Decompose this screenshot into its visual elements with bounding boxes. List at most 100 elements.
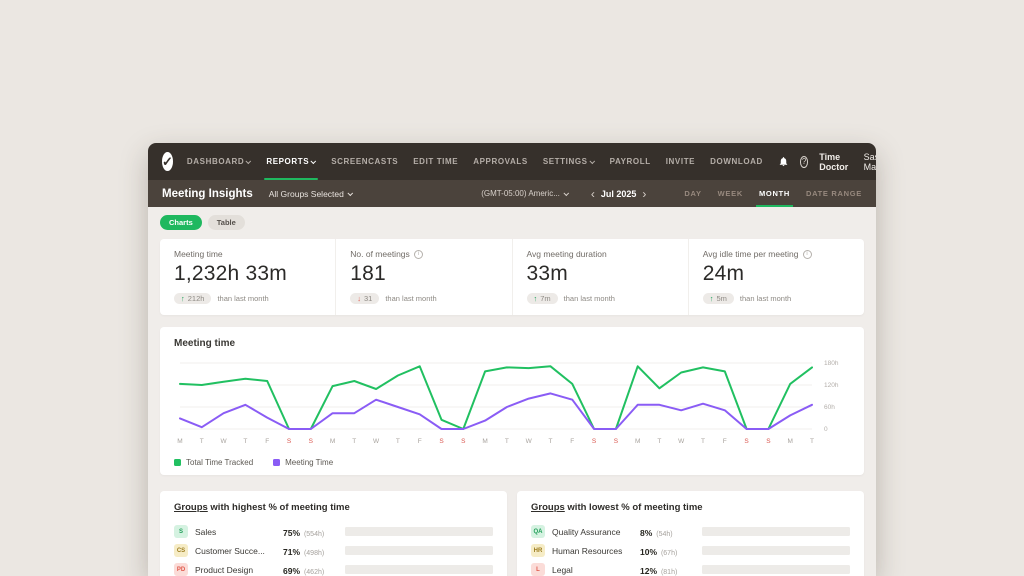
view-toggle-table[interactable]: Table [208,215,245,230]
group-name: Quality Assurance [552,527,640,537]
groups-highest-rows: S Sales 75% (554h) CS Customer Succe... … [174,525,493,576]
group-hours: (498h) [302,550,324,557]
stat-delta-badge: ↓31 [350,293,379,304]
help-icon[interactable]: ? [800,156,808,168]
stat-card-3: Avg idle time per meetingi 24m ↑5m than … [688,239,864,315]
group-initials-badge: L [531,563,545,576]
nav-item-dashboard[interactable]: DASHBOARD [187,143,251,180]
topnav-right: ? Time Doctor Saso Mark.. SM [778,152,876,172]
groups-link[interactable]: Groups [531,502,565,513]
svg-text:120h: 120h [824,382,839,389]
nav-item-download[interactable]: DOWNLOAD [710,143,763,180]
svg-text:F: F [570,438,574,445]
group-row-human-resources[interactable]: HR Human Resources 10% (67h) [531,544,850,557]
meeting-time-chart[interactable]: MTWTFSSMTWTFSSMTWTFSSMTWTFSSMT180h120h60… [174,355,850,456]
chevron-down-icon [589,158,595,164]
range-tab-date-range[interactable]: DATE RANGE [806,180,862,207]
svg-text:T: T [810,438,814,445]
nav-item-approvals[interactable]: APPROVALS [473,143,528,180]
group-bar-track [345,546,493,555]
range-tabs: DAY WEEK MONTH DATE RANGE [668,180,862,207]
group-row-product-design[interactable]: PD Product Design 69% (462h) [174,563,493,576]
groups-selector[interactable]: All Groups Selected [269,189,353,199]
stat-delta-note: than last month [385,294,436,303]
next-period-button[interactable]: › [636,188,652,200]
chevron-down-icon [311,158,317,164]
timedoctor-logo-icon[interactable]: ✓ [162,152,173,171]
brand-name: Time Doctor [819,152,852,172]
chart-title: Meeting time [174,338,850,349]
meeting-time-chart-card: Meeting time MTWTFSSMTWTFSSMTWTFSSMTWTFS… [160,327,864,475]
group-percent: 71% [283,547,300,557]
nav-item-reports[interactable]: REPORTS [266,143,316,180]
desktop-background: ✓ DASHBOARD REPORTS SCREENCASTS EDIT TIME AP… [0,0,1024,576]
timezone-selector[interactable]: (GMT-05:00) Americ... [481,189,569,198]
legend-item[interactable]: Total Time Tracked [174,458,253,467]
view-toggle-charts[interactable]: Charts [160,215,202,230]
svg-text:S: S [461,438,466,445]
legend-item[interactable]: Meeting Time [273,458,333,467]
stat-delta-badge: ↑212h [174,293,211,304]
prev-period-button[interactable]: ‹ [585,188,601,200]
svg-text:M: M [177,438,182,445]
group-hours: (462h) [302,569,324,576]
svg-text:M: M [482,438,487,445]
stat-delta-note: than last month [217,294,268,303]
stat-label: Avg meeting duration [527,249,607,259]
range-tab-day[interactable]: DAY [684,180,701,207]
page-title: Meeting Insights [162,188,253,200]
nav-item-settings[interactable]: SETTINGS [543,143,595,180]
stat-delta-note: than last month [564,294,615,303]
group-row-sales[interactable]: S Sales 75% (554h) [174,525,493,538]
groups-highest-card: Groups with highest % of meeting time S … [160,491,507,576]
notifications-bell-icon[interactable] [778,156,789,167]
svg-text:S: S [744,438,749,445]
group-row-legal[interactable]: L Legal 12% (81h) [531,563,850,576]
svg-text:S: S [592,438,597,445]
range-tab-week[interactable]: WEEK [718,180,743,207]
svg-text:M: M [787,438,792,445]
svg-text:T: T [352,438,356,445]
nav-item-screencasts[interactable]: SCREENCASTS [331,143,398,180]
chevron-down-icon [246,158,252,164]
user-name[interactable]: Saso Mark.. [864,152,876,172]
svg-text:F: F [723,438,727,445]
group-percent: 10% [640,547,657,557]
arrow-up-icon: ↑ [534,294,538,303]
subheader-right: (GMT-05:00) Americ... ‹ Jul 2025 › DAY WE… [481,180,862,207]
group-row-quality-assurance[interactable]: QA Quality Assurance 8% (54h) [531,525,850,538]
stat-card-0: Meeting time 1,232h 33m ↑212h than last … [160,239,335,315]
svg-text:60h: 60h [824,404,835,411]
chart-legend: Total Time Tracked Meeting Time [174,458,850,467]
nav-item-invite[interactable]: INVITE [666,143,695,180]
svg-text:T: T [200,438,204,445]
info-icon[interactable]: i [803,250,812,259]
group-bar-track [702,546,850,555]
group-name: Customer Succe... [195,546,283,556]
svg-text:M: M [635,438,640,445]
group-row-customer-succe-[interactable]: CS Customer Succe... 71% (498h) [174,544,493,557]
timezone-label: (GMT-05:00) Americ... [481,189,560,198]
svg-text:M: M [330,438,335,445]
stat-label: No. of meetings [350,249,410,259]
svg-text:T: T [505,438,509,445]
group-initials-badge: PD [174,563,188,576]
info-icon[interactable]: i [414,250,423,259]
period-label[interactable]: Jul 2025 [601,189,637,199]
group-bar-track [702,565,850,574]
nav-item-payroll[interactable]: PAYROLL [610,143,651,180]
group-bar-track [345,565,493,574]
stat-delta-badge: ↑7m [527,293,558,304]
groups-link[interactable]: Groups [174,502,208,513]
arrow-down-icon: ↓ [357,294,361,303]
arrow-up-icon: ↑ [710,294,714,303]
group-percent: 12% [640,566,657,576]
groups-lowest-rows: QA Quality Assurance 8% (54h) HR Human R… [531,525,850,576]
group-initials-badge: CS [174,544,188,557]
stat-label: Meeting time [174,249,223,259]
group-hours: (554h) [302,531,324,538]
stat-card-1: No. of meetingsi 181 ↓31 than last month [335,239,511,315]
nav-item-edit-time[interactable]: EDIT TIME [413,143,458,180]
range-tab-month[interactable]: MONTH [759,180,790,207]
svg-text:S: S [309,438,314,445]
